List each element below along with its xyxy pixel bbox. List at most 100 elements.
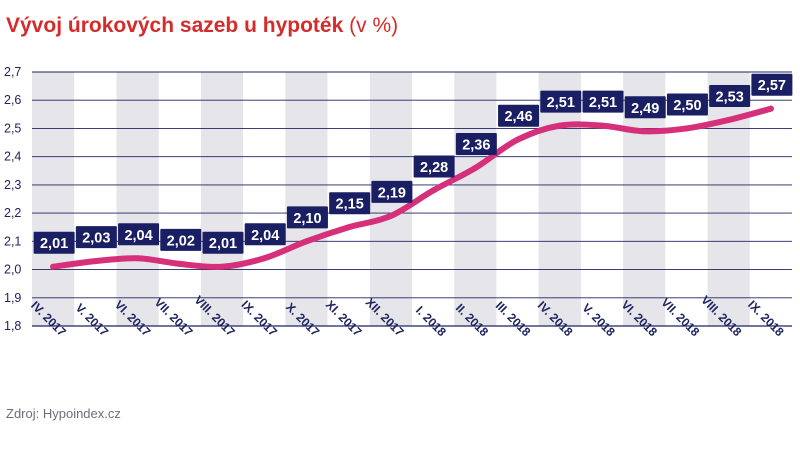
chart-title: Vývoj úrokových sazeb u hypoték (v %) — [6, 14, 398, 38]
data-label-box — [413, 155, 455, 178]
chart-title-main: Vývoj úrokových sazeb u hypoték — [6, 14, 344, 37]
data-point — [303, 238, 310, 245]
data-label-text: 2,15 — [336, 197, 364, 213]
data-label-box — [751, 73, 793, 96]
data-label-box — [540, 90, 582, 113]
data-label: 2,15 — [329, 192, 371, 215]
data-point — [767, 105, 774, 112]
data-label: 2,19 — [371, 180, 413, 203]
y-tick-label: 2,6 — [4, 93, 21, 107]
x-tick-label: I. 2018 — [413, 303, 449, 339]
data-label-text: 2,51 — [589, 95, 617, 111]
y-tick-label: 2,2 — [4, 206, 21, 220]
data-label-text: 2,04 — [251, 228, 279, 244]
y-tick-label: 2,1 — [4, 234, 21, 248]
data-point — [514, 136, 521, 143]
data-label-text: 2,03 — [82, 231, 110, 247]
x-tick-label: IX. 2017 — [238, 298, 280, 340]
data-label-text: 2,36 — [462, 137, 490, 153]
data-label-box — [455, 132, 497, 155]
y-tick-label: 2,5 — [4, 121, 21, 135]
y-tick-label: 1,9 — [4, 291, 21, 305]
x-tick-label: IX. 2018 — [745, 298, 787, 340]
data-point — [92, 258, 99, 265]
column-band — [116, 72, 159, 326]
data-label: 2,03 — [75, 226, 117, 249]
y-tick-label: 2,7 — [4, 65, 21, 79]
data-point — [345, 224, 352, 231]
data-label-text: 2,46 — [504, 109, 532, 125]
data-label-text: 2,19 — [378, 185, 406, 201]
data-label-text: 2,02 — [167, 233, 195, 249]
data-point — [683, 125, 690, 132]
data-point — [472, 164, 479, 171]
data-label-box — [624, 96, 666, 119]
data-label: 2,53 — [709, 84, 751, 107]
data-label-box — [582, 90, 624, 113]
data-label-text: 2,01 — [209, 236, 237, 252]
data-label-text: 2,53 — [716, 89, 744, 105]
y-tick-label: 1,8 — [4, 319, 21, 333]
x-tick-label: V. 2018 — [579, 301, 618, 340]
data-label-box — [160, 228, 202, 251]
line-chart: 1,81,92,02,12,22,32,42,52,62,7IV. 2017 V.… — [4, 65, 793, 340]
column-band — [32, 72, 75, 326]
data-label-box — [33, 231, 75, 254]
data-label: 2,10 — [286, 206, 328, 229]
data-point — [430, 187, 437, 194]
data-point — [134, 255, 141, 262]
data-point — [219, 263, 225, 270]
data-label-text: 2,49 — [631, 101, 659, 117]
series-line — [50, 105, 774, 270]
data-label-box — [286, 206, 328, 229]
data-label: 2,04 — [118, 223, 160, 246]
data-label-box — [498, 104, 540, 127]
chart-title-unit: (v %) — [349, 14, 399, 37]
data-label-box — [118, 223, 160, 246]
data-label: 2,49 — [624, 96, 666, 119]
data-point — [176, 260, 183, 267]
data-label: 2,01 — [202, 231, 244, 254]
data-point — [387, 212, 394, 219]
data-label-box — [709, 84, 751, 107]
data-label-text: 2,51 — [547, 95, 575, 111]
x-tick-label: V. 2017 — [73, 301, 112, 340]
data-label: 2,02 — [160, 228, 202, 251]
data-label-box — [202, 231, 244, 254]
data-point — [641, 128, 648, 135]
data-label: 2,28 — [413, 155, 455, 178]
data-point — [261, 255, 268, 262]
data-label: 2,01 — [33, 231, 75, 254]
data-label-text: 2,28 — [420, 160, 448, 176]
data-label: 2,51 — [540, 90, 582, 113]
data-label-text: 2,10 — [293, 211, 321, 227]
x-tick-label: III. 2018 — [493, 299, 534, 340]
y-tick-label: 2,4 — [4, 150, 21, 164]
data-label: 2,04 — [244, 223, 286, 246]
column-band — [454, 72, 497, 326]
data-point — [556, 122, 563, 129]
data-label-text: 2,01 — [40, 236, 68, 252]
data-point — [725, 116, 732, 123]
data-label-text: 2,50 — [673, 98, 701, 114]
data-label-box — [75, 226, 117, 249]
data-label-box — [244, 223, 286, 246]
source-note: Zdroj: Hypoindex.cz — [6, 406, 121, 421]
y-tick-label: 2,3 — [4, 178, 21, 192]
column-band — [285, 72, 328, 326]
data-label-box — [371, 180, 413, 203]
data-label-box — [329, 192, 371, 215]
data-point — [599, 122, 605, 129]
data-label: 2,57 — [751, 73, 793, 96]
x-tick-label: XI. 2017 — [323, 298, 365, 340]
data-label-text: 2,57 — [758, 78, 786, 94]
data-label: 2,46 — [498, 104, 540, 127]
data-point — [50, 263, 57, 270]
data-label-text: 2,04 — [124, 228, 152, 244]
y-tick-label: 2,0 — [4, 263, 21, 277]
data-label-box — [666, 93, 708, 116]
data-label: 2,36 — [455, 132, 497, 155]
column-band — [538, 72, 581, 326]
data-label: 2,51 — [582, 90, 624, 113]
data-label: 2,50 — [666, 93, 708, 116]
